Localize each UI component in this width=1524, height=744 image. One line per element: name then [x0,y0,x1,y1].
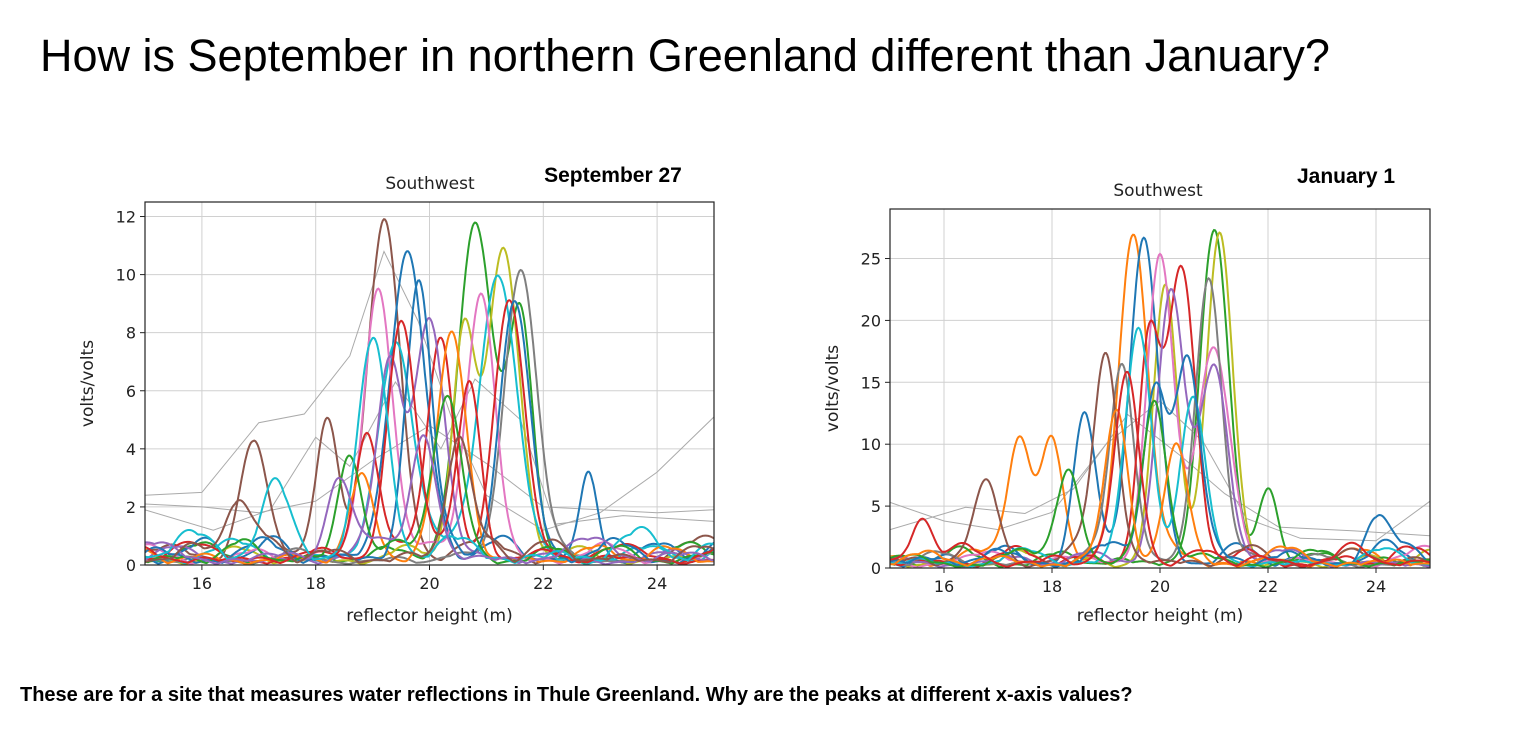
series-group [145,218,714,565]
series-line-6 [145,287,714,565]
x-tick-label: 16 [934,577,954,596]
series-line-10 [890,354,1430,568]
y-tick-label: 5 [871,497,881,516]
y-tick-label: 8 [126,324,136,343]
footer-question: These are for a site that measures water… [20,684,1133,706]
x-tick-label: 16 [192,574,212,593]
series-line-11 [890,399,1430,568]
y-tick-label: 20 [861,311,881,330]
x-tick-label: 20 [1150,577,1170,596]
x-tick-label: 24 [647,574,667,593]
series-line-thin [145,250,714,531]
chart-title: Southwest [385,174,475,194]
x-tick-label: 24 [1366,577,1386,596]
y-axis-label: volts/volts [823,345,843,432]
y-tick-label: 4 [126,440,136,459]
y-axis-label: volts/volts [78,340,98,427]
x-tick-label: 18 [306,574,326,593]
series-line-15 [145,435,714,564]
series-line-13 [890,370,1430,568]
y-tick-label: 6 [126,382,136,401]
y-tick-label: 10 [116,266,136,285]
y-tick-label: 15 [861,373,881,392]
chart-date-label: September 27 [544,164,682,187]
y-tick-label: 12 [116,208,136,227]
x-axis-label: reflector height (m) [346,606,512,626]
y-tick-label: 0 [871,559,881,578]
x-tick-label: 22 [533,574,553,593]
series-group [890,228,1430,568]
chart-title: Southwest [1113,181,1203,201]
page-title: How is September in northern Greenland d… [40,30,1330,81]
series-line-13 [145,336,714,565]
x-tick-label: 18 [1042,577,1062,596]
x-axis-label: reflector height (m) [1077,606,1243,626]
y-tick-label: 10 [861,435,881,454]
y-tick-label: 0 [126,556,136,575]
series-line-11 [145,394,714,565]
chart-date-label: January 1 [1297,165,1395,188]
x-tick-label: 20 [419,574,439,593]
series-line-12 [890,408,1430,568]
x-tick-label: 22 [1258,577,1278,596]
y-tick-label: 25 [861,250,881,269]
y-tick-label: 2 [126,498,136,517]
series-line-12 [145,319,714,565]
